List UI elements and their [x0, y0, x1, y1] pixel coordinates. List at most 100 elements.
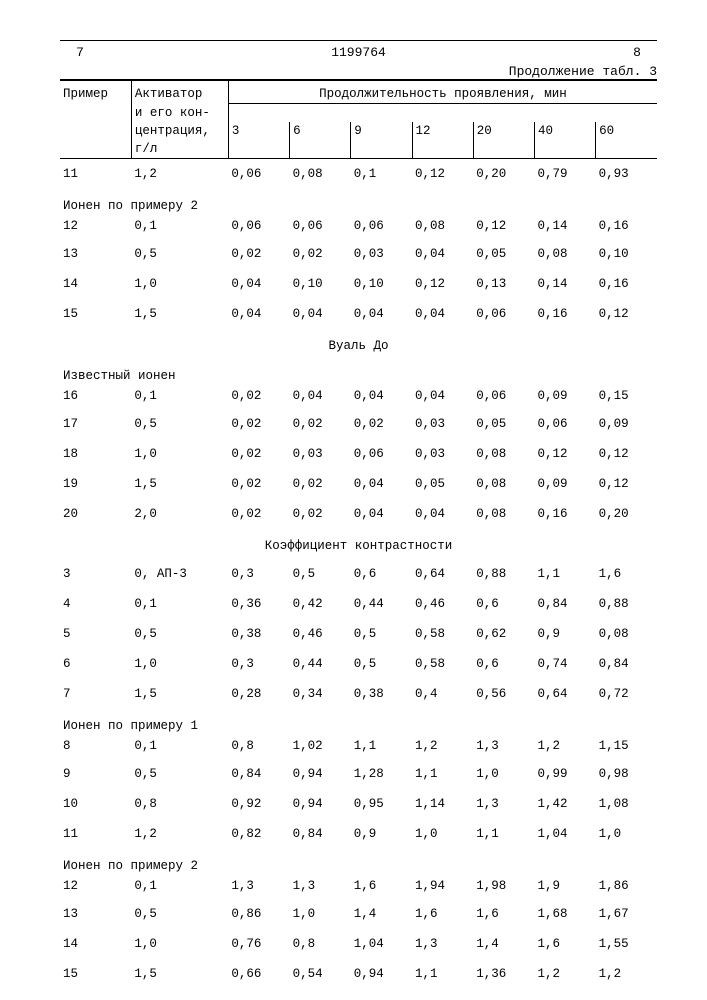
cell-value: 0,15	[596, 383, 657, 409]
cell-primer: 16	[60, 383, 131, 409]
col-time-3: 3	[228, 122, 289, 140]
cell-value: 1,3	[473, 733, 534, 759]
cell-value: 0,06	[228, 159, 289, 189]
cell-value: 1,0	[412, 819, 473, 849]
cell-value: 0,58	[412, 619, 473, 649]
cell-value: 1,94	[412, 873, 473, 899]
cell-value: 0,88	[473, 559, 534, 589]
doc-number: 1199764	[100, 45, 617, 60]
cell-value: 0,08	[473, 439, 534, 469]
cell-value: 1,0	[596, 819, 657, 849]
cell-primer: 3	[60, 559, 131, 589]
cell-activator: 1,5	[131, 959, 228, 989]
cell-value: 0,02	[228, 409, 289, 439]
cell-value: 0,64	[412, 559, 473, 589]
cell-activator: 1,5	[131, 469, 228, 499]
cell-activator: 0,1	[131, 873, 228, 899]
cell-activator: 1,5	[131, 679, 228, 709]
cell-value: 0,09	[534, 469, 595, 499]
cell-value: 0,8	[228, 733, 289, 759]
cell-value: 0,06	[351, 439, 412, 469]
thead-row-2: и его кон-	[60, 104, 657, 122]
cell-value: 0,12	[596, 299, 657, 329]
cell-value: 1,4	[351, 899, 412, 929]
section-title: Коэффициент контрастности	[60, 529, 657, 559]
section-label-row: Ионен по примеру 1	[60, 709, 657, 733]
cell-value: 0,05	[412, 469, 473, 499]
cell-value: 0,28	[228, 679, 289, 709]
cell-value: 0,98	[596, 759, 657, 789]
cell-activator: 1,5	[131, 299, 228, 329]
cell-value: 0,14	[534, 213, 595, 239]
cell-primer: 20	[60, 499, 131, 529]
cell-value: 1,0	[473, 759, 534, 789]
cell-value: 0,04	[351, 383, 412, 409]
cell-activator: 0,1	[131, 733, 228, 759]
cell-value: 0,74	[534, 649, 595, 679]
col-activator-l4: г/л	[131, 140, 228, 159]
cell-value: 0,02	[290, 499, 351, 529]
cell-value: 1,1	[534, 559, 595, 589]
cell-value: 1,55	[596, 929, 657, 959]
table-row: 50,50,380,460,50,580,620,90,08	[60, 619, 657, 649]
cell-primer: 15	[60, 959, 131, 989]
section-label: Ионен по примеру 2	[60, 849, 657, 873]
cell-value: 1,3	[290, 873, 351, 899]
cell-value: 0,08	[534, 239, 595, 269]
cell-value: 0,04	[228, 269, 289, 299]
table-row: 90,50,840,941,281,11,00,990,98	[60, 759, 657, 789]
section-title: Вуаль До	[60, 329, 657, 359]
thead-row-3: центрация,36912204060	[60, 122, 657, 140]
cell-activator: 0,8	[131, 789, 228, 819]
cell-value: 0,08	[412, 213, 473, 239]
cell-value: 0,5	[351, 649, 412, 679]
cell-primer: 14	[60, 929, 131, 959]
cell-value: 0,42	[290, 589, 351, 619]
cell-activator: 0,1	[131, 213, 228, 239]
section-label: Ионен по примеру 1	[60, 709, 657, 733]
cell-activator: 0,1	[131, 383, 228, 409]
cell-value: 0,04	[412, 383, 473, 409]
cell-value: 0,12	[596, 439, 657, 469]
cell-primer: 15	[60, 299, 131, 329]
cell-value: 0,3	[228, 559, 289, 589]
col-activator-l2: и его кон-	[131, 104, 228, 122]
cell-value: 0,12	[412, 159, 473, 189]
cell-value: 0,36	[228, 589, 289, 619]
cell-value: 0,16	[596, 269, 657, 299]
cell-value: 0,79	[534, 159, 595, 189]
cell-value: 0,08	[290, 159, 351, 189]
cell-value: 0,9	[534, 619, 595, 649]
cell-activator: 0,5	[131, 409, 228, 439]
table-row: 141,00,760,81,041,31,41,61,55	[60, 929, 657, 959]
cell-value: 0,84	[596, 649, 657, 679]
cell-value: 0,12	[412, 269, 473, 299]
cell-primer: 18	[60, 439, 131, 469]
cell-value: 0,04	[351, 499, 412, 529]
cell-value: 0,84	[534, 589, 595, 619]
cell-value: 0,44	[351, 589, 412, 619]
header-row: 7 1199764 8	[60, 45, 657, 60]
cell-value: 1,1	[473, 819, 534, 849]
cell-value: 0,03	[412, 409, 473, 439]
cell-value: 1,02	[290, 733, 351, 759]
cell-value: 0,04	[412, 299, 473, 329]
cell-primer: 13	[60, 239, 131, 269]
cell-value: 0,02	[290, 239, 351, 269]
cell-primer: 12	[60, 873, 131, 899]
table-row: 120,11,31,31,61,941,981,91,86	[60, 873, 657, 899]
cell-activator: 1,2	[131, 159, 228, 189]
cell-value: 1,04	[534, 819, 595, 849]
cell-value: 0,12	[596, 469, 657, 499]
cell-value: 0,94	[290, 789, 351, 819]
cell-value: 0,94	[351, 959, 412, 989]
section-title-row: Коэффициент контрастности	[60, 529, 657, 559]
cell-value: 0,06	[228, 213, 289, 239]
section-label-row: Известный ионен	[60, 359, 657, 383]
page-right: 8	[617, 45, 657, 60]
thead-row-1: ПримерАктиваторПродолжительность проявле…	[60, 81, 657, 104]
cell-value: 0,04	[351, 469, 412, 499]
cell-value: 0,20	[473, 159, 534, 189]
cell-value: 1,2	[534, 733, 595, 759]
cell-value: 0,09	[596, 409, 657, 439]
